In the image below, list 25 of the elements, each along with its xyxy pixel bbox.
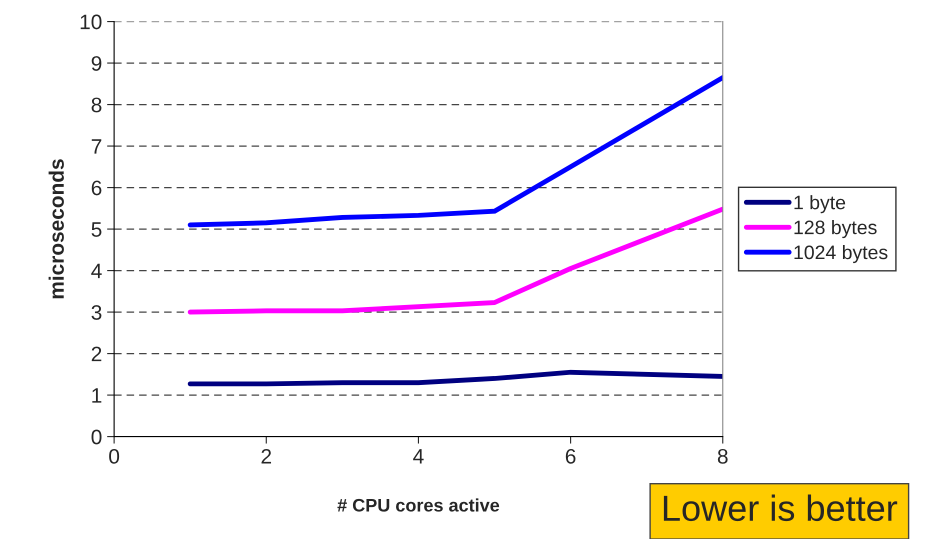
x-tick-label: 8 (718, 448, 728, 464)
y-tick-label: 7 (92, 139, 102, 154)
text: Lower is better (664, 494, 898, 522)
y-tick-label: 10 (80, 14, 102, 30)
line-series (188, 75, 723, 228)
x-tick-label: 4 (413, 449, 424, 464)
x-tick-label: 6 (566, 448, 576, 464)
y-tick-label: 5 (92, 222, 102, 237)
x-axis-title: # CPU cores active (337, 498, 500, 512)
y-tick-label: 8 (92, 98, 102, 112)
y-tick-label: 9 (92, 56, 102, 71)
line-series (188, 370, 723, 386)
y-tick-label: 0 (92, 430, 102, 444)
y-axis-title: microseconds (48, 159, 64, 298)
legend-label: 1024 bytes (794, 244, 888, 264)
line-series (188, 206, 723, 315)
legend-label: 128 bytes (794, 220, 877, 238)
x-tick-label: 0 (109, 448, 120, 464)
y-tick-label: 1 (92, 388, 102, 403)
y-tick-label: 3 (92, 305, 102, 320)
x-tick-label: 2 (262, 448, 272, 464)
legend-label: 1 byte (794, 195, 846, 214)
y-tick-label: 4 (91, 264, 102, 278)
y-tick-label: 6 (92, 180, 102, 196)
y-tick-label: 2 (92, 346, 102, 362)
